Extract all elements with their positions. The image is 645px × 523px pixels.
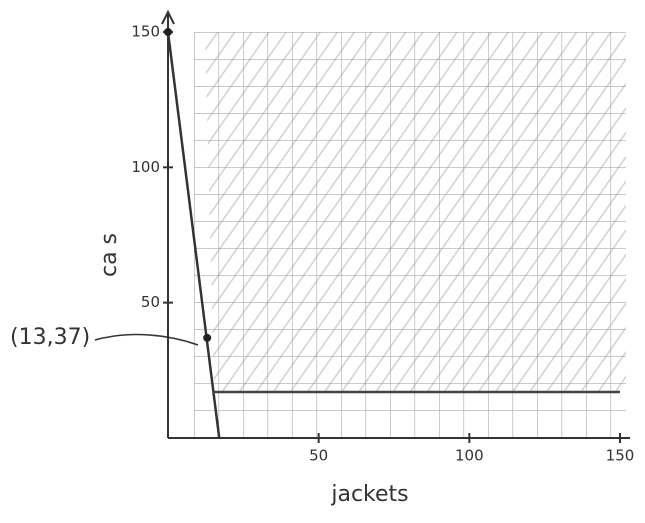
y-tick-label: 150 [131,23,160,41]
shaded-region [205,32,626,392]
annotation: (13,37) [10,325,90,350]
x-tick-label: 150 [606,447,635,465]
y-axis-label: ca s [97,233,122,277]
x-axis-label: jackets [330,482,408,507]
point [203,334,211,342]
x-tick-label: 50 [309,447,328,465]
chart: jackets ca s 50 100 150 50 100 150 (13,37) [0,0,645,523]
y-tick-label: 50 [141,293,160,311]
y-tick-label: 100 [131,158,160,176]
x-tick-label: 100 [455,447,484,465]
leader-line [95,335,198,345]
point [164,28,172,36]
